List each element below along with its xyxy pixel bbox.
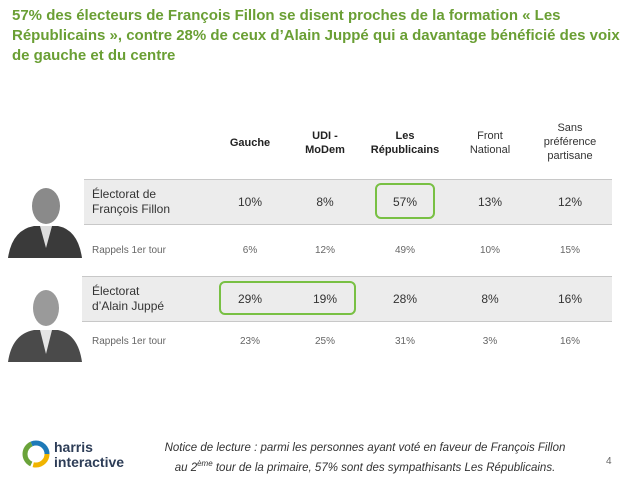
table-cell: 15%	[559, 244, 580, 256]
table-cell: 31%	[394, 336, 415, 347]
column-header: Sans préférence partisane	[543, 122, 597, 162]
table-cell: 3%	[482, 336, 498, 347]
row-label: Rappels 1er tour	[92, 336, 166, 347]
row-label: Électorat d’Alain Juppé	[92, 284, 165, 313]
table-cell: 12%	[557, 194, 583, 209]
column-header: UDI - MoDem	[305, 130, 345, 156]
logo-line: harris	[54, 439, 93, 455]
row-background	[82, 180, 612, 224]
slide-title: 57% des électeurs de François Fillon se …	[12, 7, 620, 64]
table-cell: 10%	[479, 244, 500, 256]
separator	[82, 179, 612, 180]
page-number: 4	[606, 456, 612, 467]
column-header: Les Républicains	[370, 130, 440, 156]
table-cell: 16%	[559, 336, 580, 347]
table-cell: 57%	[392, 194, 418, 209]
note-superscript: ème	[197, 459, 213, 468]
table-cell: 49%	[394, 244, 415, 256]
note-text: au 2	[174, 461, 198, 474]
logo-text: harris interactive	[54, 440, 124, 470]
table-cell: 19%	[312, 291, 338, 306]
column-header: Gauche	[229, 137, 271, 149]
separator	[82, 224, 612, 225]
portrait	[4, 178, 84, 258]
table-cell: 28%	[392, 291, 418, 306]
table-cell: 10%	[237, 194, 263, 209]
table-cell: 25%	[314, 336, 335, 347]
highlight-box	[375, 183, 435, 219]
logo-line: interactive	[54, 454, 125, 470]
separator	[82, 321, 612, 322]
table-cell: 6%	[242, 244, 258, 256]
reading-note: Notice de lecture : parmi les personnes …	[140, 440, 590, 476]
table-cell: 8%	[316, 194, 334, 209]
table-cell: 8%	[481, 291, 499, 306]
highlight-box	[219, 281, 356, 315]
table-cell: 29%	[237, 291, 263, 306]
portrait	[8, 290, 82, 362]
row-label: Électorat de François Fillon	[92, 187, 171, 216]
row-label: Rappels 1er tour	[92, 244, 166, 256]
table-cell: 12%	[314, 244, 335, 256]
separator	[82, 276, 612, 277]
table-cell: 13%	[477, 194, 503, 209]
note-text: tour de la primaire, 57% sont des sympat…	[212, 461, 556, 474]
logo-icon	[22, 440, 50, 468]
column-header: Front National	[469, 130, 511, 156]
table-cell: 16%	[557, 291, 583, 306]
table-cell: 23%	[239, 336, 260, 347]
note-text: Notice de lecture : parmi les personnes …	[164, 442, 566, 454]
